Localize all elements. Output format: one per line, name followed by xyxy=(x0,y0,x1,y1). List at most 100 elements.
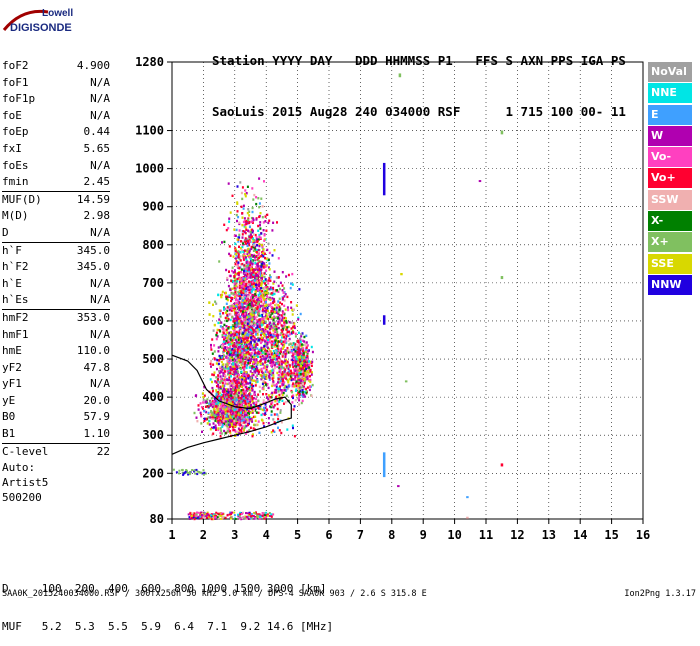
echo-point xyxy=(280,351,282,353)
echo-point xyxy=(228,285,230,287)
echo-point xyxy=(292,382,294,384)
echo-point xyxy=(278,285,280,287)
echo-point xyxy=(283,292,285,294)
echo-point xyxy=(298,332,300,334)
echo-point xyxy=(288,343,290,345)
echo-point xyxy=(230,326,232,328)
echo-point xyxy=(284,375,286,377)
echo-point xyxy=(245,421,247,423)
echo-point xyxy=(259,386,261,388)
echo-point xyxy=(263,407,265,409)
echo-point xyxy=(258,301,260,303)
echo-point xyxy=(200,412,202,414)
echo-point xyxy=(299,356,301,358)
echo-point xyxy=(276,383,278,385)
x-tick-label: 2 xyxy=(200,528,207,542)
echo-point xyxy=(260,287,262,289)
echo-point xyxy=(263,229,265,231)
echo-point xyxy=(219,386,221,388)
echo-point xyxy=(236,366,238,368)
echo-point xyxy=(279,314,281,316)
echo-point xyxy=(263,248,265,250)
echo-point xyxy=(278,311,280,313)
echo-point xyxy=(241,224,243,226)
echo-point xyxy=(253,233,255,235)
echo-point xyxy=(265,321,267,323)
echo-point xyxy=(263,367,265,369)
echo-point xyxy=(219,419,221,421)
echo-point xyxy=(238,254,240,256)
echo-point xyxy=(291,273,293,275)
echo-point xyxy=(228,391,230,393)
echo-point xyxy=(240,255,242,257)
echo-point xyxy=(213,329,215,331)
echo-point xyxy=(214,301,216,303)
echo-point xyxy=(259,356,261,358)
echo-point xyxy=(236,203,238,205)
echo-point xyxy=(281,314,283,316)
echo-point xyxy=(300,367,302,369)
echo-point xyxy=(227,306,229,308)
x-tick-label: 13 xyxy=(542,528,556,542)
echo-point xyxy=(216,368,218,370)
echo-point xyxy=(263,280,265,282)
echo-point xyxy=(210,348,212,350)
echo-point xyxy=(250,336,252,338)
echo-point xyxy=(215,334,217,336)
echo-point xyxy=(243,277,245,279)
echo-point xyxy=(250,370,252,372)
echo-point xyxy=(212,353,214,355)
echo-point xyxy=(228,218,230,220)
echo-point xyxy=(246,400,248,402)
echo-point xyxy=(303,374,305,376)
echo-point xyxy=(277,353,279,355)
echo-point xyxy=(235,415,237,417)
echo-point xyxy=(271,363,273,365)
echo-point xyxy=(278,390,280,392)
x-tick-label: 8 xyxy=(388,528,395,542)
echo-point xyxy=(247,295,249,297)
echo-point xyxy=(248,328,250,330)
echo-point xyxy=(225,269,227,271)
echo-point xyxy=(235,371,237,373)
echo-point xyxy=(245,361,247,363)
echo-point xyxy=(242,346,244,348)
echo-point xyxy=(245,268,247,270)
echo-point xyxy=(246,351,248,353)
echo-point xyxy=(298,397,300,399)
echo-point xyxy=(248,251,250,253)
echo-point xyxy=(276,331,278,333)
echo-point xyxy=(271,297,273,299)
echo-point xyxy=(233,255,235,257)
echo-point xyxy=(282,271,284,273)
echo-point xyxy=(244,313,246,315)
echo-point xyxy=(250,329,252,331)
echo-point xyxy=(229,346,231,348)
echo-point xyxy=(252,269,254,271)
x-tick-label: 4 xyxy=(263,528,270,542)
echo-point xyxy=(257,298,259,300)
echo-point xyxy=(274,367,276,369)
echo-point xyxy=(230,402,232,404)
echo-point xyxy=(270,342,272,344)
echo-point xyxy=(251,367,253,369)
echo-point xyxy=(274,311,276,313)
echo-point xyxy=(278,309,280,311)
echo-point xyxy=(221,345,223,347)
echo-point xyxy=(275,317,277,319)
echo-point xyxy=(262,383,264,385)
echo-point xyxy=(230,351,232,353)
y-tick-label: 900 xyxy=(142,200,164,214)
echo-point xyxy=(271,392,273,394)
echo-point xyxy=(233,429,235,431)
echo-point xyxy=(235,235,237,237)
echo-point xyxy=(299,393,301,395)
echo-point xyxy=(276,345,278,347)
echo-point xyxy=(270,276,272,278)
echo-point xyxy=(242,299,244,301)
echo-point xyxy=(214,420,216,422)
echo-point xyxy=(238,246,240,248)
echo-point xyxy=(228,413,230,415)
echo-point xyxy=(224,370,226,372)
echo-point xyxy=(225,340,227,342)
